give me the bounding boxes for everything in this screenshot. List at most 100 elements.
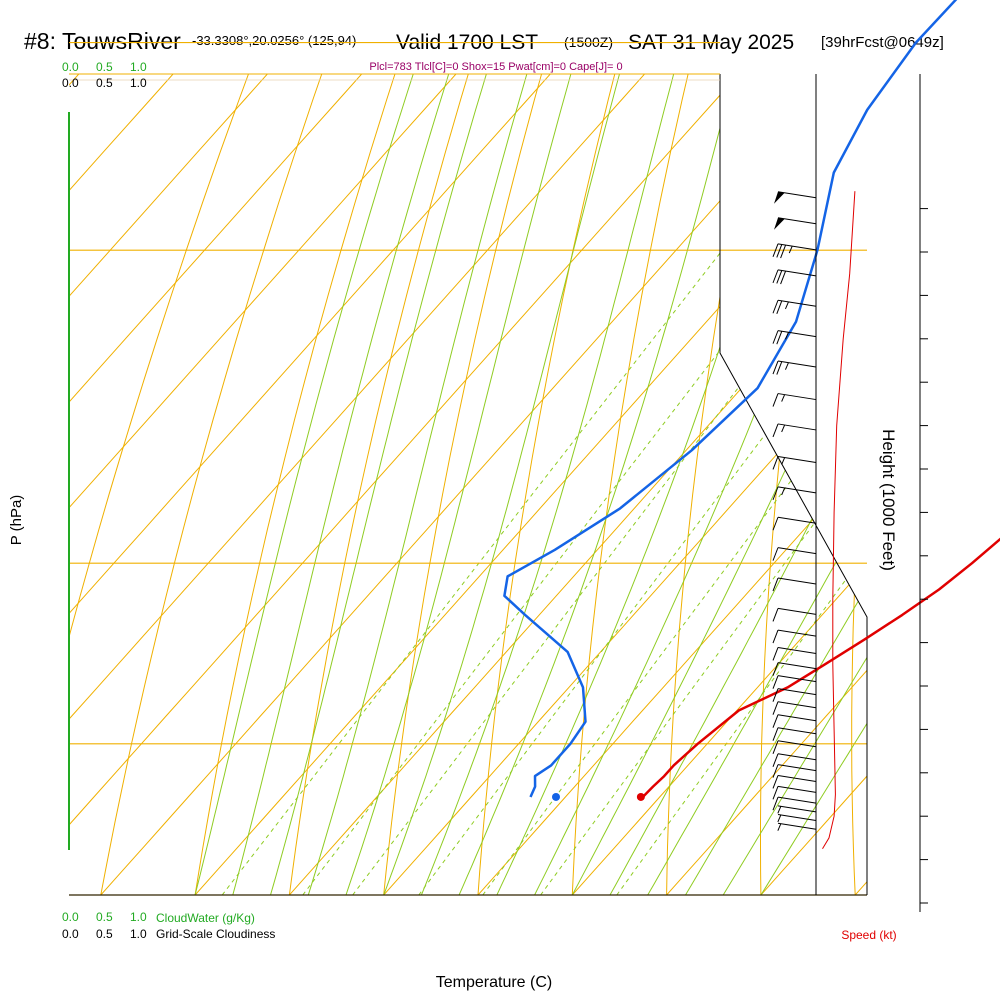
- isotherm: [571, 74, 867, 895]
- cloud-scale-label: 0.5: [96, 76, 113, 90]
- moist-adiabat: [496, 74, 867, 895]
- moist-adiabat: [647, 74, 867, 895]
- wind-barb-pennant: [774, 191, 785, 204]
- wind-barb: [777, 805, 817, 814]
- wind-barb: [777, 814, 817, 823]
- isotherm: [69, 74, 867, 895]
- wind-barb-shaft: [777, 764, 817, 772]
- wind-barb: [772, 646, 817, 661]
- isotherm: [477, 74, 867, 895]
- temperature-trace: [641, 537, 1000, 798]
- isotherm: [69, 74, 781, 895]
- wind-barb-shaft: [777, 701, 817, 709]
- wind-barb: [772, 299, 817, 315]
- wind-barb: [772, 714, 817, 728]
- wind-barb-shaft: [777, 646, 817, 654]
- wind-barb: [772, 547, 817, 561]
- wind-barb-half: [781, 394, 786, 402]
- moist-adiabat: [760, 74, 867, 895]
- wind-barb-full: [780, 244, 787, 259]
- wind-barb: [772, 688, 817, 702]
- wind-barb-shaft: [777, 796, 817, 804]
- thermo-grid: [69, 0, 1000, 895]
- dry-adiabat: [571, 74, 819, 895]
- wind-barb-half: [781, 487, 786, 496]
- wind-barb-full: [772, 360, 779, 375]
- mixing-ratio-line: [302, 74, 867, 895]
- wind-barb-full: [776, 244, 783, 258]
- wind-barb-full: [776, 270, 783, 284]
- wind-barb-shaft: [777, 688, 817, 696]
- wind-barb-full: [776, 300, 783, 315]
- wind-barb-shaft: [777, 740, 817, 748]
- wind-barb: [772, 753, 817, 767]
- cloud-scale-label: 0.0: [62, 76, 79, 90]
- wind-barb-full: [772, 701, 779, 715]
- mixing-ratio-line: [540, 74, 867, 895]
- wind-barb: [772, 269, 817, 285]
- wind-barb-shaft: [777, 629, 817, 637]
- wind-barb-pennant: [774, 217, 785, 230]
- wind-barb: [772, 360, 817, 375]
- isotherm: [69, 74, 686, 895]
- wind-barb-shaft: [777, 714, 817, 722]
- wind-barb-shaft: [777, 607, 817, 615]
- wind-barb-full: [772, 517, 779, 531]
- moist-adiabat: [232, 74, 601, 895]
- moist-adiabat: [383, 74, 752, 895]
- wind-barb-full: [772, 547, 779, 561]
- axis-labels: 0.0 0.0 0.0 0.0 0.5 0.5 0.5 0.5 1.0 1.0 1.0 1.0: [62, 60, 147, 941]
- cloud-scale-label: 0.0: [62, 60, 79, 74]
- wind-barb-full: [772, 764, 779, 778]
- wind-panel: [772, 74, 928, 912]
- surface-temperature-marker: [636, 792, 645, 801]
- wind-barb-shaft: [777, 814, 817, 822]
- wind-barb-half: [777, 823, 782, 831]
- isotherm: [69, 74, 867, 895]
- wind-barb-half: [777, 814, 782, 823]
- wind-barb: [777, 822, 817, 831]
- dry-adiabat: [851, 74, 867, 895]
- wind-barb-full: [772, 797, 779, 811]
- wind-barb-half: [781, 457, 786, 465]
- wind-barb-full: [772, 786, 779, 800]
- cloud-scale-label: 1.0: [130, 927, 147, 941]
- dry-adiabat: [288, 74, 628, 895]
- wind-barb: [772, 330, 817, 345]
- moist-adiabat: [458, 74, 857, 895]
- wind-barb-full: [772, 775, 779, 789]
- wind-barb-shaft: [777, 785, 817, 793]
- wind-barb-shaft: [777, 774, 817, 782]
- wind-barb: [772, 774, 817, 789]
- wind-barb-full: [772, 456, 779, 470]
- sounding-indices: Plcl=783 Tlcl[C]=0 Shox=15 Pwat[cm]=0 Ca…: [369, 61, 622, 73]
- wind-barb-full: [772, 577, 779, 592]
- dry-adiabat: [69, 74, 438, 895]
- plot-border-right: [719, 74, 868, 895]
- dry-adiabat: [383, 74, 692, 895]
- moist-adiabat: [307, 74, 669, 895]
- cloud-scale-label: 1.0: [130, 76, 147, 90]
- cloudwater-title: CloudWater (g/Kg): [156, 911, 255, 925]
- isotherm: [69, 74, 498, 895]
- wind-barb-shaft: [777, 547, 817, 555]
- wind-barb-shaft: [777, 269, 817, 277]
- y-axis-title: P (hPa): [8, 495, 25, 546]
- isotherm: [69, 74, 867, 895]
- dry-adiabat: [940, 0, 1000, 895]
- wind-barb: [772, 577, 817, 592]
- wind-barb-half: [784, 301, 789, 310]
- wind-barb-shaft: [777, 330, 817, 338]
- isotherm: [69, 74, 403, 895]
- sounding-traces: [503, 0, 1000, 801]
- wind-barb: [772, 516, 817, 531]
- wind-barb-full: [772, 647, 779, 661]
- wind-barb: [772, 629, 817, 644]
- wind-barb-full: [772, 688, 779, 702]
- wind-speed-profile: [822, 191, 856, 850]
- isotherm: [666, 74, 867, 895]
- mixing-ratio-line: [418, 74, 867, 895]
- isotherm: [289, 74, 867, 895]
- wind-barb-full: [772, 740, 779, 754]
